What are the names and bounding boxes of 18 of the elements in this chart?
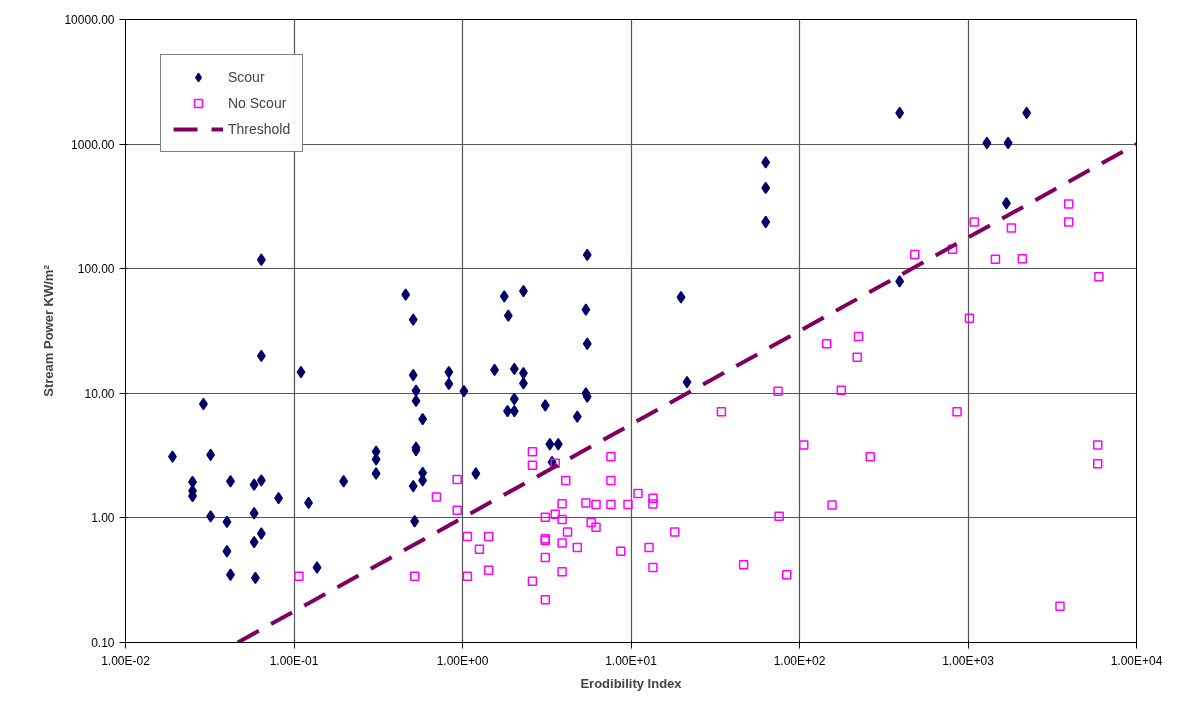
legend-label: Threshold xyxy=(228,121,291,137)
x-tick-label: 1.00E-01 xyxy=(269,653,319,668)
y-tick-label: 100.00 xyxy=(77,262,115,277)
x-tick-label: 1.00E+02 xyxy=(773,653,826,668)
x-tick-label: 1.00E+00 xyxy=(436,653,489,668)
x-axis-title: Erodibility Index xyxy=(580,675,683,691)
x-tick-label: 1.00E-02 xyxy=(101,653,151,668)
y-tick-label: 1000.00 xyxy=(71,137,115,152)
legend-label: Scour xyxy=(228,69,265,85)
y-axis-title: Stream Power KW/m² xyxy=(41,264,57,397)
y-tick-label: 10.00 xyxy=(84,386,115,401)
y-tick-label: 10000.00 xyxy=(64,13,115,27)
x-tick-label: 1.00E+01 xyxy=(605,653,658,668)
x-tick-label: 1.00E+03 xyxy=(942,653,995,668)
legend-label: No Scour xyxy=(228,95,287,111)
x-tick-label: 1.00E+04 xyxy=(1110,653,1163,668)
y-tick-label: 0.10 xyxy=(91,636,115,650)
y-tick-label: 1.00 xyxy=(91,511,115,526)
